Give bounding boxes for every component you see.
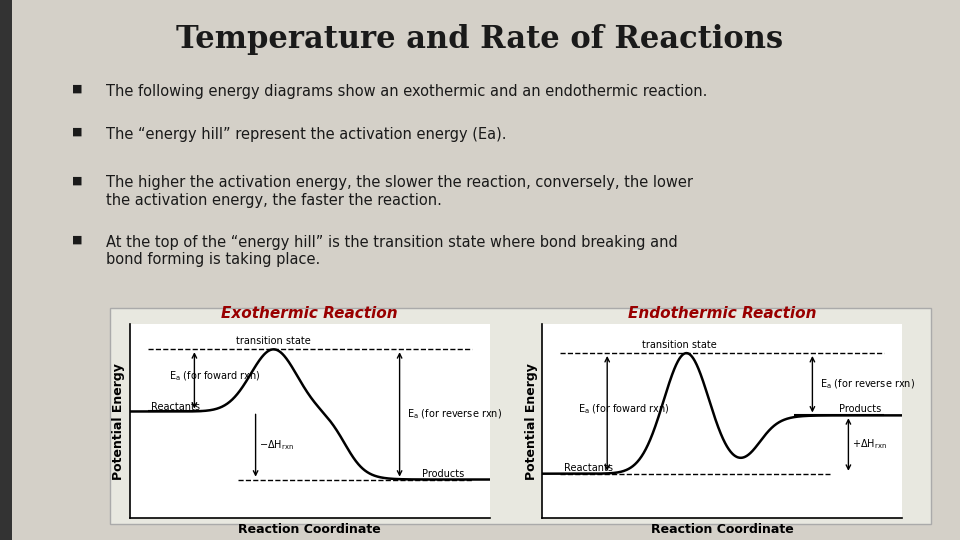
Text: ■: ■ [72, 176, 83, 186]
X-axis label: Reaction Coordinate: Reaction Coordinate [238, 523, 381, 536]
Text: $\mathregular{+\Delta H_{rxn}}$: $\mathregular{+\Delta H_{rxn}}$ [852, 437, 887, 451]
Text: Products: Products [422, 469, 465, 478]
Text: Reactants: Reactants [564, 463, 613, 473]
Text: Temperature and Rate of Reactions: Temperature and Rate of Reactions [177, 24, 783, 55]
Text: transition state: transition state [236, 336, 311, 347]
Text: The higher the activation energy, the slower the reaction, conversely, the lower: The higher the activation energy, the sl… [106, 176, 692, 208]
Text: $\mathregular{E_a}$ (for foward rxn): $\mathregular{E_a}$ (for foward rxn) [578, 403, 670, 416]
Text: Reactants: Reactants [152, 402, 201, 411]
Text: The “energy hill” represent the activation energy (Ea).: The “energy hill” represent the activati… [106, 127, 506, 142]
Text: The following energy diagrams show an exothermic and an endothermic reaction.: The following energy diagrams show an ex… [106, 84, 707, 99]
Text: $\mathregular{E_a}$ (for reverse rxn): $\mathregular{E_a}$ (for reverse rxn) [820, 377, 915, 391]
Title: Exothermic Reaction: Exothermic Reaction [222, 306, 397, 321]
Title: Endothermic Reaction: Endothermic Reaction [628, 306, 817, 321]
X-axis label: Reaction Coordinate: Reaction Coordinate [651, 523, 794, 536]
Text: Products: Products [838, 404, 881, 415]
Y-axis label: Potential Energy: Potential Energy [112, 363, 126, 480]
Text: ■: ■ [72, 235, 83, 245]
Text: ■: ■ [72, 127, 83, 137]
Text: ■: ■ [72, 84, 83, 94]
Y-axis label: Potential Energy: Potential Energy [525, 363, 539, 480]
Text: $\mathregular{-\Delta H_{rxn}}$: $\mathregular{-\Delta H_{rxn}}$ [259, 438, 294, 453]
Text: $\mathregular{E_a}$ (for foward rxn): $\mathregular{E_a}$ (for foward rxn) [169, 370, 261, 383]
Text: $\mathregular{E_a}$ (for reverse rxn): $\mathregular{E_a}$ (for reverse rxn) [407, 408, 502, 421]
Text: transition state: transition state [642, 340, 717, 350]
Text: At the top of the “energy hill” is the transition state where bond breaking and
: At the top of the “energy hill” is the t… [106, 235, 678, 267]
